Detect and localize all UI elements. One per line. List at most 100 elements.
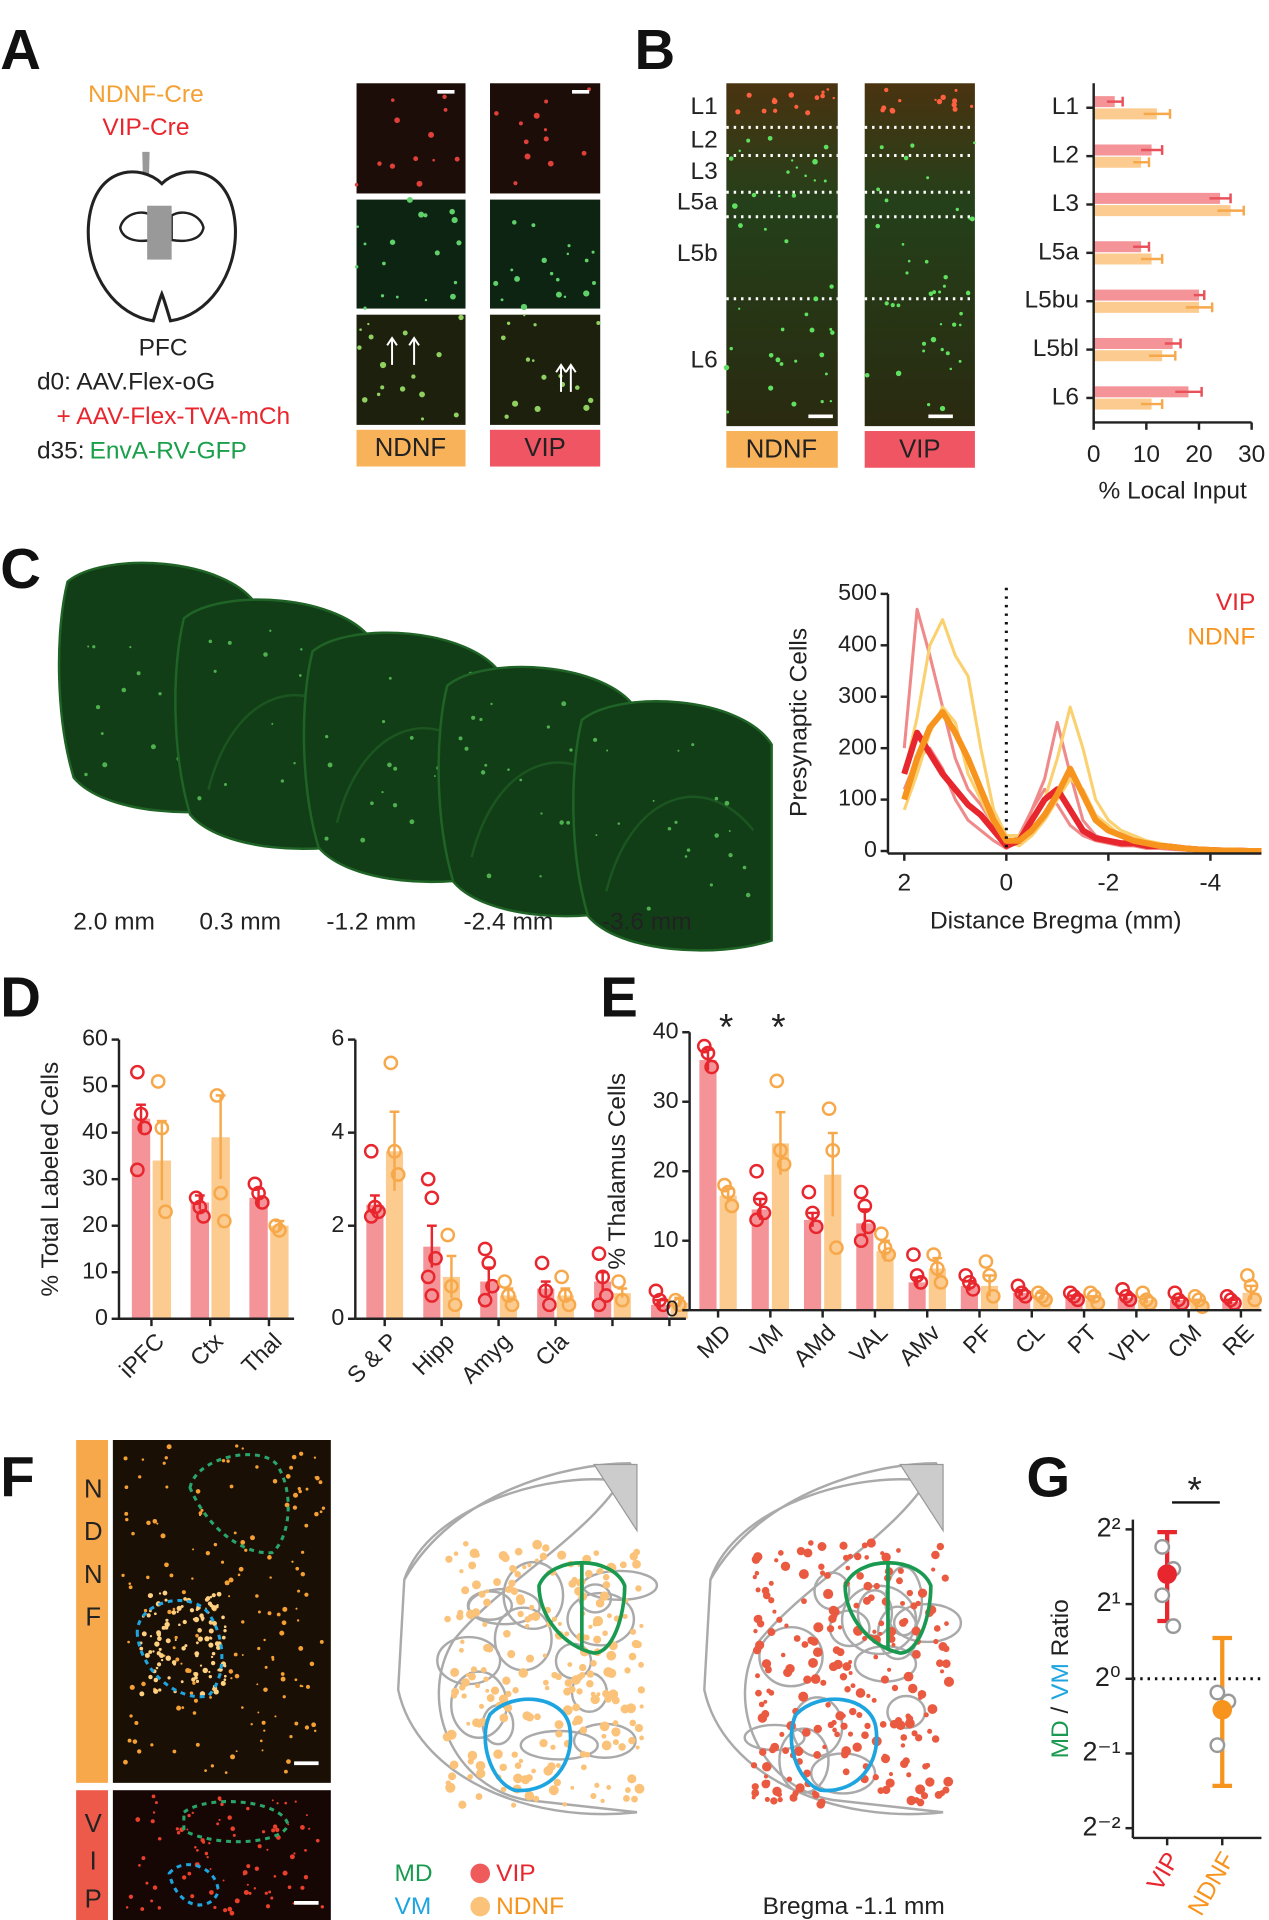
y-axis-label-part: / xyxy=(1047,1700,1074,1720)
cell xyxy=(877,1787,885,1794)
cell xyxy=(471,1580,481,1590)
cell xyxy=(129,646,132,649)
cell xyxy=(264,1891,268,1895)
md-region xyxy=(537,1560,627,1655)
cell xyxy=(952,322,957,327)
cell xyxy=(525,1623,530,1629)
bar xyxy=(211,1137,230,1319)
cell xyxy=(298,1645,304,1651)
data-point xyxy=(209,1088,225,1103)
cell xyxy=(176,1610,179,1614)
cell xyxy=(190,1894,195,1899)
cell xyxy=(776,1616,783,1623)
cell xyxy=(623,1795,630,1802)
cell xyxy=(413,156,419,162)
cell xyxy=(612,1739,619,1746)
data-point xyxy=(424,1190,440,1206)
cell xyxy=(419,391,425,398)
cell xyxy=(930,336,937,343)
cell xyxy=(932,290,937,294)
cell xyxy=(646,906,651,911)
cell xyxy=(223,1908,228,1913)
cell xyxy=(208,1670,211,1673)
cell xyxy=(162,1590,168,1596)
cell xyxy=(786,1776,793,1783)
atlas-nucleus xyxy=(493,1606,553,1672)
cell xyxy=(531,1768,537,1774)
cell xyxy=(581,150,587,156)
cell xyxy=(750,1762,758,1769)
cell xyxy=(520,1775,530,1785)
cell xyxy=(829,284,834,289)
cell xyxy=(543,1767,551,1775)
cell xyxy=(822,1744,827,1750)
cell xyxy=(461,1693,467,1699)
cell xyxy=(505,1690,512,1698)
cell xyxy=(602,1573,610,1581)
cell xyxy=(206,1856,209,1859)
cell xyxy=(888,1772,894,1777)
cell xyxy=(969,216,975,222)
data-point xyxy=(534,1255,550,1271)
data-point xyxy=(717,1177,732,1193)
cell xyxy=(767,135,773,141)
x-tick-label: VM xyxy=(745,1319,788,1362)
cell xyxy=(627,1774,637,1784)
cell xyxy=(784,239,789,244)
cell xyxy=(409,819,415,825)
cell xyxy=(754,1570,760,1576)
cell xyxy=(124,1511,129,1516)
cell xyxy=(936,1542,945,1551)
cell xyxy=(207,1601,213,1606)
cell xyxy=(158,1647,162,1651)
bar xyxy=(856,1223,874,1311)
cell xyxy=(926,176,930,180)
cell xyxy=(910,143,915,148)
cell xyxy=(812,1791,820,1799)
cell xyxy=(195,1633,199,1638)
cell xyxy=(606,749,609,752)
cell xyxy=(458,1647,464,1653)
x-tick-label: PT xyxy=(1062,1319,1101,1358)
cell xyxy=(246,1806,250,1811)
cell xyxy=(359,328,362,332)
cell xyxy=(813,1622,824,1633)
cell xyxy=(284,1801,288,1805)
data-point xyxy=(1034,1288,1050,1304)
cell xyxy=(786,170,790,174)
caption: Bregma -1.1 mm xyxy=(763,1893,945,1920)
data-point xyxy=(749,1212,764,1228)
cell xyxy=(871,1697,877,1703)
cell xyxy=(213,1905,217,1910)
cell xyxy=(921,341,927,346)
cell xyxy=(209,1890,214,1895)
cell xyxy=(145,1881,149,1885)
cell xyxy=(753,1552,763,1562)
cell xyxy=(861,1542,868,1549)
cell xyxy=(289,1734,293,1739)
cell xyxy=(155,1666,159,1670)
cell xyxy=(753,1628,758,1634)
cell xyxy=(494,111,499,116)
cell xyxy=(738,149,742,153)
mean-line xyxy=(901,709,1262,855)
cell xyxy=(242,1873,245,1876)
cell xyxy=(896,303,901,308)
cell xyxy=(218,1798,222,1802)
cell xyxy=(896,1577,903,1585)
cell xyxy=(818,1563,825,1570)
cell xyxy=(762,1761,772,1772)
y-tick-label: 40 xyxy=(82,1118,108,1144)
cell xyxy=(367,322,370,326)
cell xyxy=(813,296,819,302)
cell xyxy=(631,1639,641,1649)
cell xyxy=(180,1662,183,1665)
cell xyxy=(674,820,678,824)
cell xyxy=(368,334,374,340)
cell xyxy=(944,1621,949,1626)
section-label: 2.0 mm xyxy=(73,909,155,936)
cell xyxy=(171,1660,177,1665)
y-tick-label: 30 xyxy=(653,1087,679,1113)
cell xyxy=(255,1465,259,1469)
data-point xyxy=(965,1282,981,1297)
